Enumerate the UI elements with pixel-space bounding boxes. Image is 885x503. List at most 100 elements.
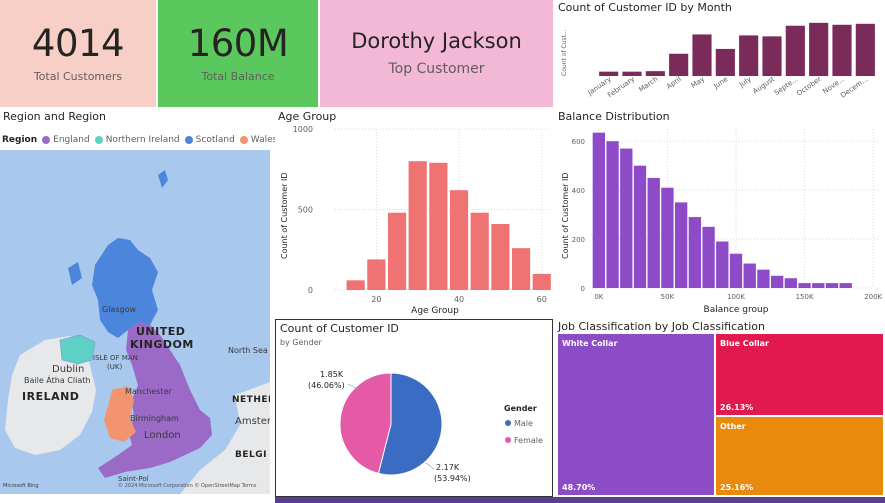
age-chart-panel[interactable]: Age Group Count of Customer ID Age Group… <box>275 109 553 317</box>
month-bar[interactable] <box>692 34 712 76</box>
ireland-land <box>5 336 96 455</box>
england-region[interactable] <box>98 322 212 478</box>
legend-item-scotland[interactable]: Scotland <box>184 135 235 145</box>
scotland-region[interactable] <box>92 238 158 338</box>
map-copyright[interactable]: © 2024 Microsoft Corporation © OpenStree… <box>118 483 257 489</box>
balance-bar[interactable] <box>647 177 660 288</box>
month-bar[interactable] <box>832 24 852 76</box>
month-bar[interactable] <box>785 25 805 76</box>
bing-logo: Microsoft Bing <box>3 483 39 489</box>
balance-bar[interactable] <box>825 283 839 288</box>
map-label-isle-of-man: ISLE OF MAN <box>93 354 138 362</box>
age-y-tick: 0 <box>308 286 313 295</box>
month-bar[interactable] <box>809 22 829 76</box>
balance-bar[interactable] <box>743 263 756 288</box>
month-tick-label: July <box>737 75 753 89</box>
balance-bar[interactable] <box>688 217 702 288</box>
legend-label-northern-ireland: Northern Ireland <box>105 135 180 145</box>
month-bar[interactable] <box>599 71 619 76</box>
pie-slice-female[interactable] <box>339 372 392 475</box>
age-bar[interactable] <box>491 223 510 290</box>
balance-bar[interactable] <box>839 283 852 288</box>
pie-slice-male[interactable] <box>377 372 443 476</box>
legend-item-england[interactable]: England <box>42 135 90 145</box>
balance-bar[interactable] <box>812 283 825 288</box>
balance-bar[interactable] <box>661 187 674 288</box>
month-bar[interactable] <box>645 71 665 76</box>
month-bar[interactable] <box>622 71 642 76</box>
balance-bar[interactable] <box>729 253 743 288</box>
treemap-other[interactable]: Other 25.16% <box>716 417 883 495</box>
region-legend-title: Region <box>2 135 38 145</box>
month-tick-label: October <box>795 75 823 98</box>
treemap-blue-collar-pct: 26.13% <box>720 403 754 412</box>
age-bar[interactable] <box>470 212 489 290</box>
age-chart[interactable]: Count of Customer ID Age Group 0 500 1000 2… <box>275 109 553 317</box>
balance-chart[interactable]: Count of Customer ID Balance group 0 200 4… <box>555 109 885 317</box>
age-chart-x-title: Age Group <box>411 306 459 316</box>
age-bar[interactable] <box>387 212 407 290</box>
legend-male-dot-icon <box>505 420 511 426</box>
map-label-saint-pol: Saint-Pol <box>118 475 149 483</box>
wales-region[interactable] <box>104 386 136 442</box>
job-chart-panel[interactable]: Job Classification by Job Classification… <box>555 319 885 497</box>
month-bar[interactable] <box>715 48 735 76</box>
age-bar[interactable] <box>408 161 427 290</box>
age-bar[interactable] <box>532 273 551 290</box>
pie-leader-female <box>347 383 361 391</box>
kpi-total-customers[interactable]: 4014 Total Customers <box>0 0 156 107</box>
month-bar[interactable] <box>739 35 759 76</box>
balance-bar[interactable] <box>633 165 647 288</box>
treemap-blue-collar[interactable]: Blue Collar 26.13% <box>716 334 883 415</box>
region-legend: Region England Northern Ireland Scotland… <box>2 135 282 145</box>
balance-bar[interactable] <box>620 148 633 288</box>
balance-bar[interactable] <box>716 241 729 288</box>
age-bar[interactable] <box>367 259 386 290</box>
orkney-region[interactable] <box>158 170 168 188</box>
balance-bar[interactable] <box>770 275 784 288</box>
balance-bar[interactable] <box>702 226 715 288</box>
northern-ireland-region[interactable] <box>59 334 96 365</box>
month-bar[interactable] <box>855 23 875 76</box>
gender-legend-title: Gender <box>504 404 537 413</box>
age-chart-y-title: Count of Customer ID <box>280 173 289 259</box>
legend-male-label[interactable]: Male <box>514 419 533 428</box>
legend-item-wales[interactable]: Wales <box>239 135 277 145</box>
balance-bar[interactable] <box>798 283 811 288</box>
month-bar[interactable] <box>669 53 689 76</box>
region-map[interactable]: Glasgow UNITED KINGDOM ISLE OF MAN (UK) … <box>0 150 270 494</box>
age-bar[interactable] <box>346 280 365 290</box>
job-chart-title: Job Classification by Job Classification <box>558 320 765 333</box>
balance-bar[interactable] <box>606 141 619 288</box>
age-bar[interactable] <box>511 248 531 290</box>
month-tick-label: May <box>690 75 706 90</box>
month-chart-panel[interactable]: Count of Customer ID by Month Count of C… <box>555 0 885 107</box>
gender-chart-panel[interactable]: Count of Customer ID by Gender Gender Ma… <box>275 319 553 497</box>
pie-label-female-value: 1.85K <box>320 370 344 379</box>
kpi-top-customer[interactable]: Dorothy Jackson Top Customer <box>320 0 553 107</box>
kpi-total-balance[interactable]: 160M Total Balance <box>158 0 318 107</box>
legend-female-label[interactable]: Female <box>514 436 543 445</box>
map-label-belgi: BELGI <box>235 450 267 460</box>
gender-chart[interactable]: Gender Male Female 1.85K (46.06%) 2.17K … <box>276 320 552 496</box>
islands-region[interactable] <box>68 262 82 285</box>
age-bar[interactable] <box>449 190 469 290</box>
balance-bar[interactable] <box>592 132 606 288</box>
map-canvas[interactable] <box>0 150 270 494</box>
balance-bar[interactable] <box>674 202 688 288</box>
treemap-white-collar-label: White Collar <box>562 339 618 348</box>
balance-bar[interactable] <box>784 278 798 288</box>
treemap-white-collar[interactable]: White Collar 48.70% <box>558 334 714 495</box>
balance-bar[interactable] <box>757 269 770 288</box>
kpi-total-balance-label: Total Balance <box>201 69 275 83</box>
legend-item-northern-ireland[interactable]: Northern Ireland <box>94 135 180 145</box>
month-chart-title: Count of Customer ID by Month <box>558 1 732 14</box>
map-label-manchester: Manchester <box>125 387 172 396</box>
age-bar[interactable] <box>429 162 448 290</box>
balance-chart-panel[interactable]: Balance Distribution Count of Customer I… <box>555 109 885 317</box>
month-bar[interactable] <box>762 36 782 76</box>
map-label-uk2: KINGDOM <box>130 338 194 351</box>
bottom-bar <box>275 497 885 503</box>
age-chart-title: Age Group <box>278 110 337 123</box>
